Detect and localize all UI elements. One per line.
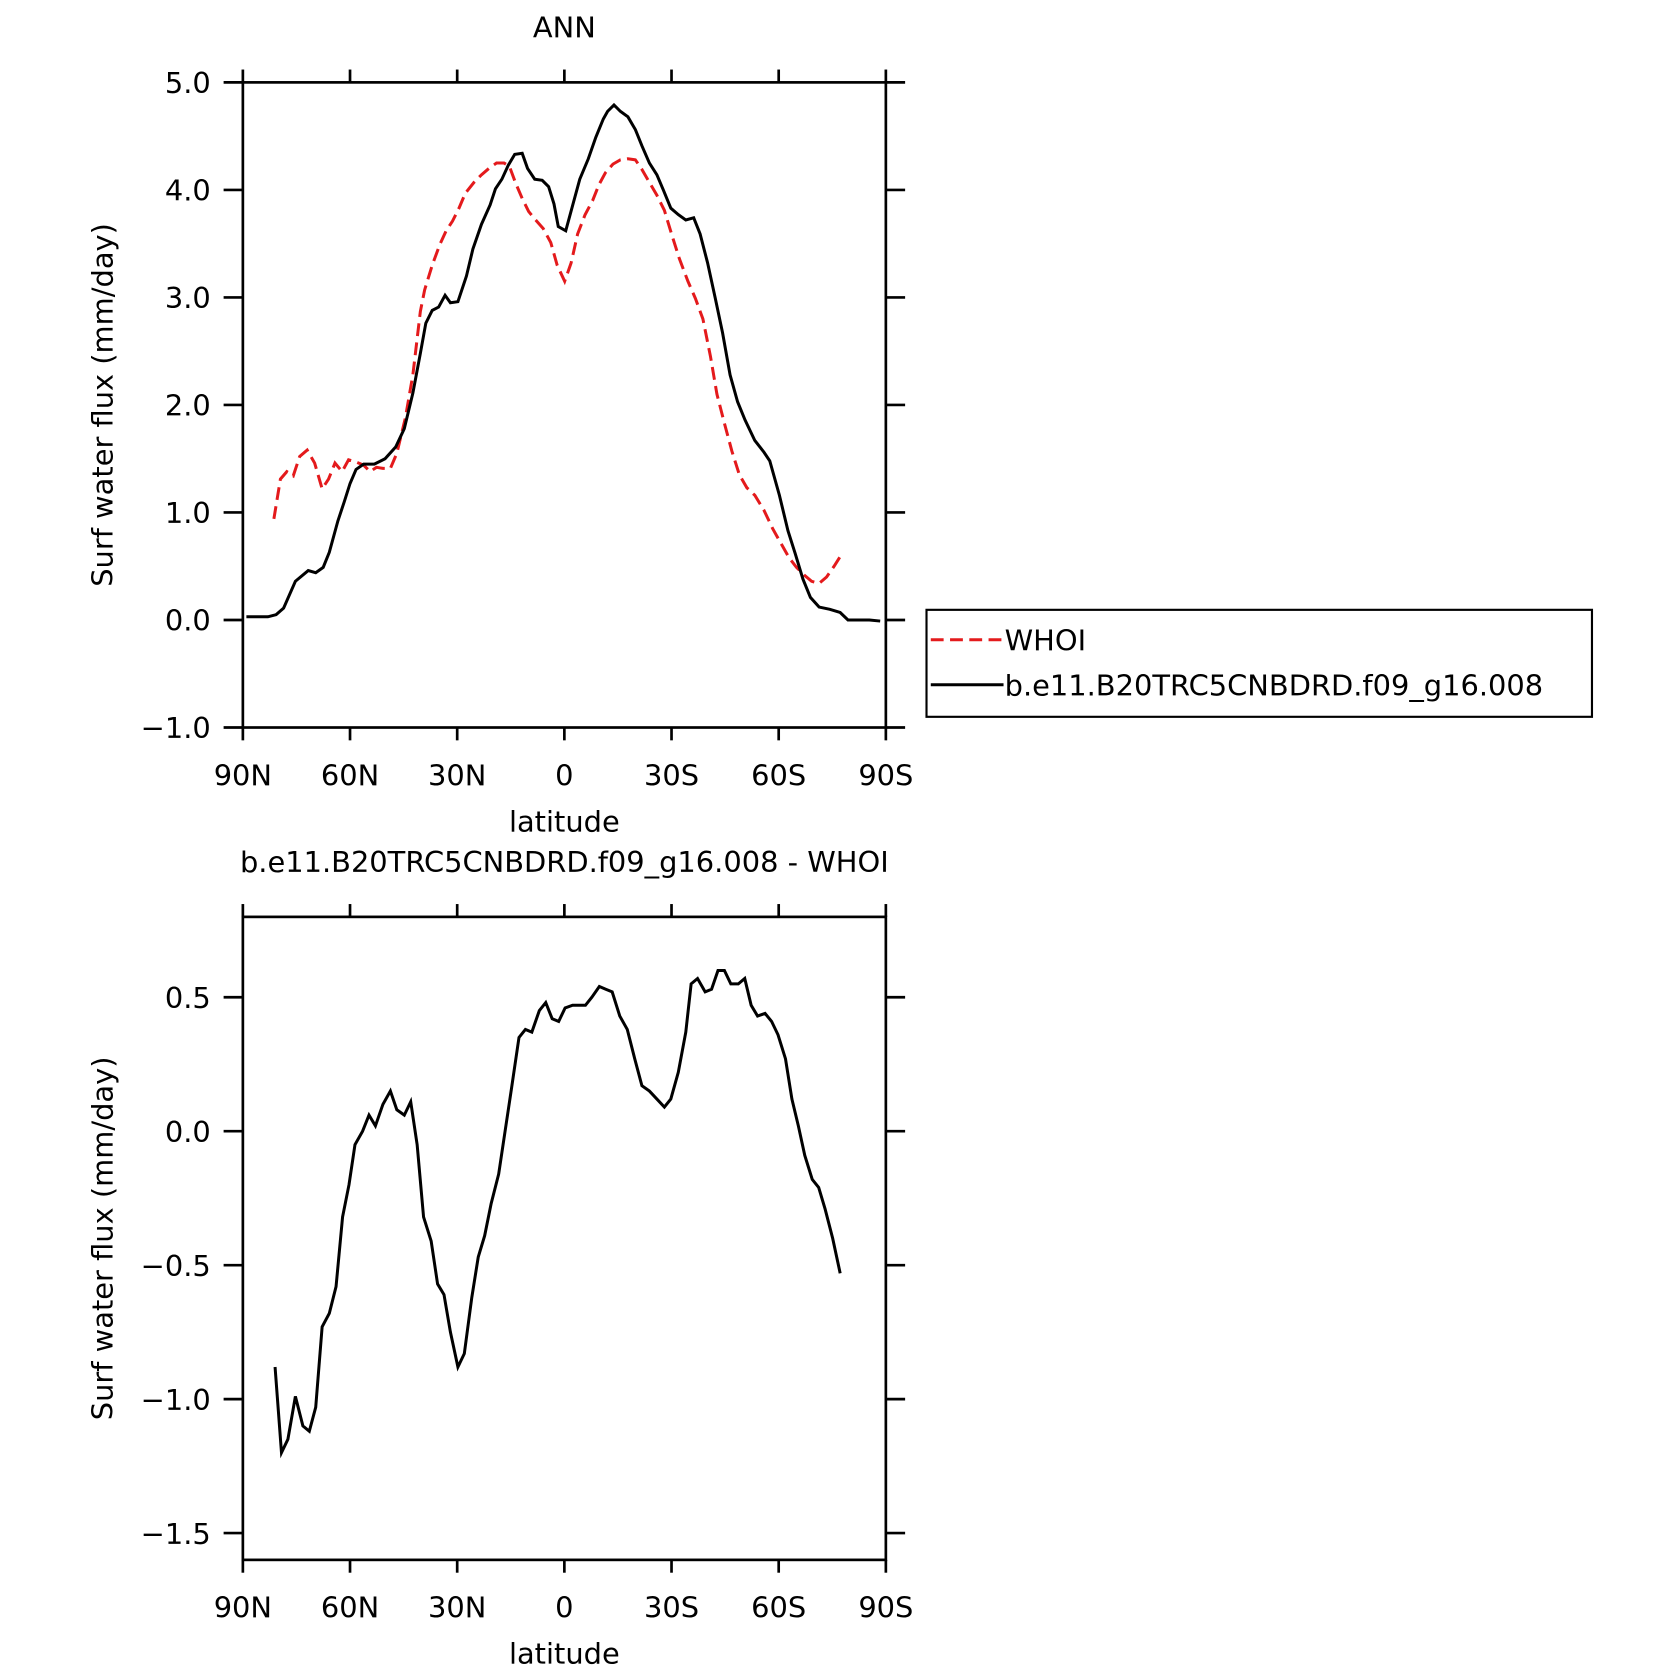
chart-title: b.e11.B20TRC5CNBDRD.f09_g16.008 - WHOI [240, 845, 889, 879]
y-axis-label: Surf water flux (mm/day) [85, 1057, 119, 1421]
chart-title: ANN [533, 10, 596, 44]
x-tick-label: 60N [321, 1591, 379, 1625]
y-tick-label: 5.0 [165, 66, 211, 100]
data-line [272, 157, 843, 586]
y-tick-label: −1.5 [141, 1517, 211, 1551]
y-tick-label: 3.0 [165, 281, 211, 315]
x-tick-label: 0 [555, 758, 573, 792]
legend-label: WHOI [1005, 623, 1087, 657]
x-tick-label: 30N [428, 758, 486, 792]
x-tick-label: 90N [214, 1591, 272, 1625]
x-tick-label: 30N [428, 1591, 486, 1625]
y-axis-label: Surf water flux (mm/day) [85, 223, 119, 587]
x-tick-label: 0 [555, 1591, 573, 1625]
y-tick-label: −1.0 [141, 711, 211, 745]
x-tick-label: 90N [214, 758, 272, 792]
y-tick-label: 2.0 [165, 389, 211, 423]
x-tick-label: 90S [858, 1591, 913, 1625]
y-tick-label: 1.0 [165, 496, 211, 530]
y-tick-label: 0.0 [165, 1115, 211, 1149]
x-tick-label: 30S [644, 758, 699, 792]
data-line [246, 102, 881, 623]
legend-box [925, 608, 1594, 718]
y-tick-label: −1.0 [141, 1383, 211, 1417]
x-tick-label: 60S [751, 1591, 806, 1625]
x-axis-label: latitude [509, 804, 620, 838]
x-tick-label: 60S [751, 758, 806, 792]
plot-frame [241, 81, 888, 729]
x-tick-label: 30S [644, 1591, 699, 1625]
y-tick-label: 4.0 [165, 174, 211, 208]
legend-label: b.e11.B20TRC5CNBDRD.f09_g16.008 [1005, 668, 1544, 702]
x-axis-label: latitude [509, 1637, 620, 1669]
y-tick-label: −0.5 [141, 1249, 211, 1283]
x-tick-label: 60N [321, 758, 379, 792]
y-tick-label: 0.0 [165, 604, 211, 638]
y-tick-label: 0.5 [165, 981, 211, 1015]
x-tick-label: 90S [858, 758, 913, 792]
data-line [273, 968, 842, 1459]
